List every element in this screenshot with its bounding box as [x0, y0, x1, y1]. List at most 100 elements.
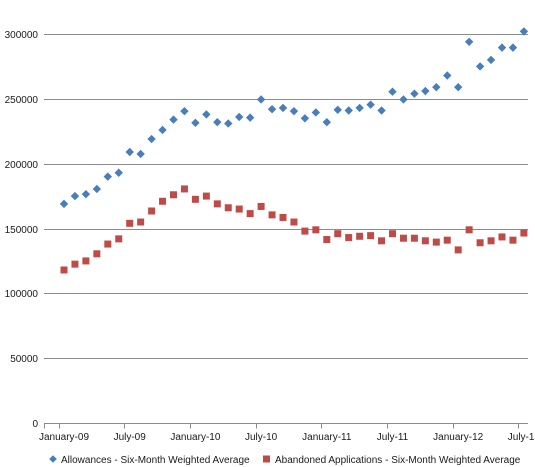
data-point-allowances: [476, 62, 484, 70]
data-point-abandoned-applications: [61, 266, 68, 273]
data-point-allowances: [169, 115, 177, 123]
data-point-allowances: [93, 185, 101, 193]
data-point-abandoned-applications: [301, 228, 308, 235]
data-point-abandoned-applications: [499, 233, 506, 240]
data-point-abandoned-applications: [82, 257, 89, 264]
data-point-allowances: [454, 83, 462, 91]
data-point-abandoned-applications: [225, 204, 232, 211]
data-point-abandoned-applications: [280, 214, 287, 221]
data-point-abandoned-applications: [367, 232, 374, 239]
x-tick-label: January-10: [170, 432, 220, 443]
series-allowances: [60, 27, 528, 208]
legend-label-allowances: Allowances - Six-Month Weighted Average: [61, 455, 250, 466]
data-point-abandoned-applications: [400, 235, 407, 242]
legend-item-abandoned-applications: Abandoned Applications - Six-Month Weigh…: [263, 455, 521, 466]
x-tick-label: July-10: [245, 432, 278, 443]
data-point-abandoned-applications: [137, 219, 144, 226]
data-point-abandoned-applications: [509, 237, 516, 244]
data-point-abandoned-applications: [115, 235, 122, 242]
data-point-allowances: [509, 43, 517, 51]
data-point-allowances: [432, 83, 440, 91]
data-point-abandoned-applications: [126, 220, 133, 227]
data-point-allowances: [355, 104, 363, 112]
data-point-abandoned-applications: [148, 207, 155, 214]
data-point-abandoned-applications: [170, 191, 177, 198]
data-point-abandoned-applications: [433, 239, 440, 246]
data-point-abandoned-applications: [192, 196, 199, 203]
data-point-allowances: [257, 95, 265, 103]
y-tick-label: 0: [32, 419, 38, 430]
legend-marker-allowances: [49, 455, 57, 463]
data-point-abandoned-applications: [258, 203, 265, 210]
data-point-allowances: [202, 110, 210, 118]
data-point-abandoned-applications: [93, 250, 100, 257]
data-point-allowances: [60, 200, 68, 208]
y-tick-label: 50000: [10, 354, 38, 365]
data-point-abandoned-applications: [345, 234, 352, 241]
data-point-allowances: [136, 150, 144, 158]
data-point-allowances: [345, 106, 353, 114]
data-point-abandoned-applications: [181, 185, 188, 192]
data-point-allowances: [498, 43, 506, 51]
data-point-abandoned-applications: [378, 237, 385, 244]
data-point-abandoned-applications: [422, 237, 429, 244]
y-tick-label: 150000: [5, 225, 39, 236]
data-point-abandoned-applications: [290, 219, 297, 226]
data-point-allowances: [465, 38, 473, 46]
x-tick-label: January-11: [302, 432, 352, 443]
data-point-abandoned-applications: [477, 239, 484, 246]
data-point-allowances: [158, 126, 166, 134]
data-point-allowances: [246, 113, 254, 121]
data-point-allowances: [487, 56, 495, 64]
data-point-abandoned-applications: [356, 233, 363, 240]
data-point-abandoned-applications: [455, 246, 462, 253]
data-point-allowances: [399, 95, 407, 103]
data-point-allowances: [180, 107, 188, 115]
data-point-allowances: [82, 190, 90, 198]
data-point-abandoned-applications: [466, 226, 473, 233]
data-point-abandoned-applications: [411, 235, 418, 242]
data-point-allowances: [301, 114, 309, 122]
x-axis-tick-labels: January-09July-09January-10July-10Januar…: [39, 432, 535, 443]
y-tick-label: 250000: [5, 95, 39, 106]
data-point-allowances: [224, 119, 232, 127]
data-point-allowances: [268, 105, 276, 113]
data-point-allowances: [126, 148, 134, 156]
legend-label-abandoned-applications: Abandoned Applications - Six-Month Weigh…: [275, 455, 521, 466]
x-tick-label: January-12: [433, 432, 483, 443]
data-point-allowances: [279, 104, 287, 112]
legend-item-allowances: Allowances - Six-Month Weighted Average: [49, 455, 250, 466]
gridlines: [44, 35, 528, 359]
data-point-abandoned-applications: [488, 237, 495, 244]
data-point-allowances: [115, 169, 123, 177]
y-tick-label: 100000: [5, 289, 39, 300]
data-point-allowances: [104, 172, 112, 180]
data-point-allowances: [235, 113, 243, 121]
data-point-abandoned-applications: [334, 230, 341, 237]
data-point-abandoned-applications: [269, 211, 276, 218]
data-point-allowances: [366, 100, 374, 108]
data-point-abandoned-applications: [71, 261, 78, 268]
data-point-abandoned-applications: [323, 236, 330, 243]
data-point-abandoned-applications: [389, 230, 396, 237]
data-point-abandoned-applications: [203, 193, 210, 200]
data-point-allowances: [388, 88, 396, 96]
x-tick-label: July-11: [377, 432, 409, 443]
data-point-allowances: [213, 118, 221, 126]
data-point-allowances: [312, 108, 320, 116]
data-point-allowances: [323, 118, 331, 126]
x-axis: [44, 424, 528, 429]
legend: Allowances - Six-Month Weighted Average …: [49, 455, 521, 466]
data-point-allowances: [377, 106, 385, 114]
y-axis-tick-labels: 0 50000 100000 150000 200000 250000 300000: [5, 30, 39, 430]
x-tick-label: July-12: [508, 432, 535, 443]
data-point-abandoned-applications: [312, 226, 319, 233]
y-tick-label: 300000: [5, 30, 39, 41]
data-point-allowances: [334, 106, 342, 114]
data-point-allowances: [410, 89, 418, 97]
x-tick-label: January-09: [39, 432, 89, 443]
y-tick-label: 200000: [5, 160, 39, 171]
data-point-allowances: [443, 71, 451, 79]
data-point-allowances: [191, 119, 199, 127]
